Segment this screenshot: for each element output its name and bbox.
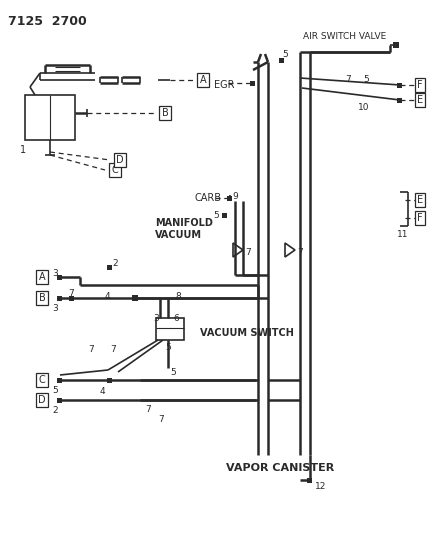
Bar bbox=[25, 95, 75, 140]
Text: 7: 7 bbox=[145, 405, 151, 414]
Text: B: B bbox=[162, 108, 168, 118]
Text: A: A bbox=[39, 272, 45, 282]
Text: 10: 10 bbox=[358, 103, 369, 112]
Text: 3: 3 bbox=[52, 269, 58, 278]
Bar bbox=[398, 98, 402, 102]
Bar bbox=[57, 295, 62, 301]
Text: 5: 5 bbox=[282, 50, 288, 59]
Text: E: E bbox=[417, 95, 423, 105]
Text: 7: 7 bbox=[245, 248, 251, 257]
Text: 3: 3 bbox=[153, 314, 159, 323]
Text: 9: 9 bbox=[232, 192, 238, 201]
Bar bbox=[156, 318, 184, 340]
Bar bbox=[57, 274, 62, 279]
Bar bbox=[307, 478, 312, 482]
Text: 2: 2 bbox=[52, 406, 58, 415]
Text: F: F bbox=[417, 80, 423, 90]
Bar bbox=[279, 58, 285, 62]
Text: F: F bbox=[417, 213, 423, 223]
Text: 5: 5 bbox=[165, 343, 171, 352]
Bar bbox=[132, 295, 138, 301]
Text: 7: 7 bbox=[158, 415, 164, 424]
Bar bbox=[107, 377, 113, 383]
Text: C: C bbox=[112, 165, 119, 175]
Bar bbox=[107, 264, 113, 270]
Text: 7: 7 bbox=[68, 289, 74, 298]
Text: D: D bbox=[38, 395, 46, 405]
Bar bbox=[393, 42, 399, 48]
Text: CARB: CARB bbox=[195, 193, 222, 203]
Text: 4: 4 bbox=[105, 292, 110, 301]
Text: D: D bbox=[116, 155, 124, 165]
Text: C: C bbox=[39, 375, 45, 385]
Text: 7: 7 bbox=[110, 345, 116, 354]
Text: 2: 2 bbox=[112, 259, 118, 268]
Text: 5: 5 bbox=[170, 368, 176, 377]
Text: 12: 12 bbox=[315, 482, 327, 491]
Text: EGR: EGR bbox=[214, 80, 235, 90]
Text: 5: 5 bbox=[213, 211, 219, 220]
Bar bbox=[57, 377, 62, 383]
Text: 7: 7 bbox=[297, 248, 303, 257]
Text: 7125  2700: 7125 2700 bbox=[8, 15, 87, 28]
Text: B: B bbox=[39, 293, 45, 303]
Bar bbox=[69, 295, 74, 301]
Text: MANIFOLD
VACUUM: MANIFOLD VACUUM bbox=[155, 218, 213, 240]
Text: 6: 6 bbox=[173, 314, 179, 323]
Text: 3: 3 bbox=[52, 304, 58, 313]
Text: VACUUM SWITCH: VACUUM SWITCH bbox=[200, 328, 294, 338]
Bar bbox=[223, 213, 228, 217]
Text: 8: 8 bbox=[175, 292, 181, 301]
Text: E: E bbox=[417, 195, 423, 205]
Text: A: A bbox=[200, 75, 206, 85]
Text: 5: 5 bbox=[52, 386, 58, 395]
Bar bbox=[57, 398, 62, 402]
Text: 1: 1 bbox=[20, 145, 26, 155]
Text: 7: 7 bbox=[345, 75, 351, 84]
Text: 7: 7 bbox=[88, 345, 94, 354]
Text: 5: 5 bbox=[363, 75, 369, 84]
Text: VAPOR CANISTER: VAPOR CANISTER bbox=[226, 463, 334, 473]
Text: 4: 4 bbox=[100, 387, 106, 396]
Bar bbox=[228, 196, 232, 200]
Bar bbox=[250, 80, 256, 85]
Text: 11: 11 bbox=[397, 230, 408, 239]
Bar bbox=[398, 83, 402, 87]
Text: AIR SWITCH VALVE: AIR SWITCH VALVE bbox=[303, 32, 386, 41]
